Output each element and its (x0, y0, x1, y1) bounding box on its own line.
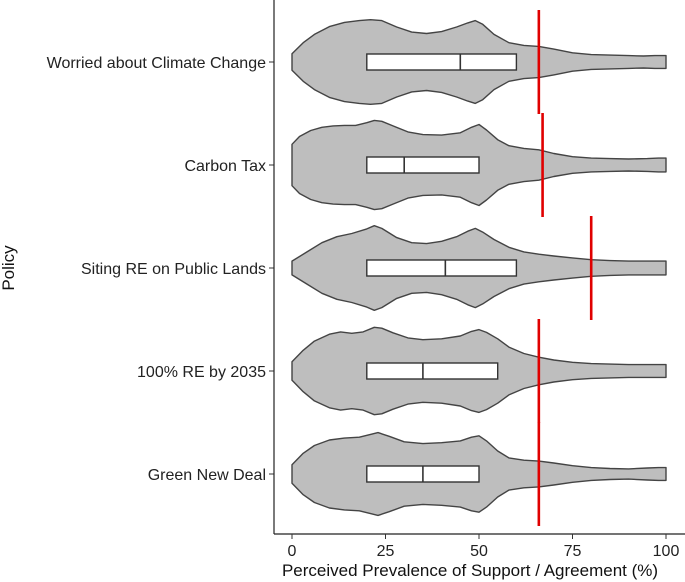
x-tick-label-1: 25 (377, 543, 395, 560)
x-axis-title: Perceived Prevalence of Support / Agreem… (282, 561, 658, 580)
boxplot-2 (366, 259, 518, 277)
y-tick-label-3: 100% RE by 2035 (137, 364, 266, 381)
x-tick-label-4: 100 (653, 543, 680, 560)
x-tick-label-0: 0 (288, 543, 297, 560)
boxplot-1 (366, 156, 480, 174)
actual-lines-layer (537, 10, 593, 526)
y-axis: Worried about Climate Change Carbon Tax Si… (47, 0, 275, 534)
y-tick-label-0: Worried about Climate Change (47, 55, 266, 72)
boxplot-0 (366, 53, 518, 71)
x-axis: 0 25 50 75 100 (274, 533, 685, 560)
boxplot-3 (366, 362, 499, 380)
boxes-layer (366, 53, 518, 483)
y-tick-label-2: Siting RE on Public Lands (81, 261, 266, 278)
y-tick-label-4: Green New Deal (148, 467, 266, 484)
x-tick-label-3: 75 (564, 543, 582, 560)
y-axis-title: Policy (0, 245, 18, 291)
x-tick-label-2: 50 (470, 543, 488, 560)
y-tick-label-1: Carbon Tax (184, 158, 266, 175)
